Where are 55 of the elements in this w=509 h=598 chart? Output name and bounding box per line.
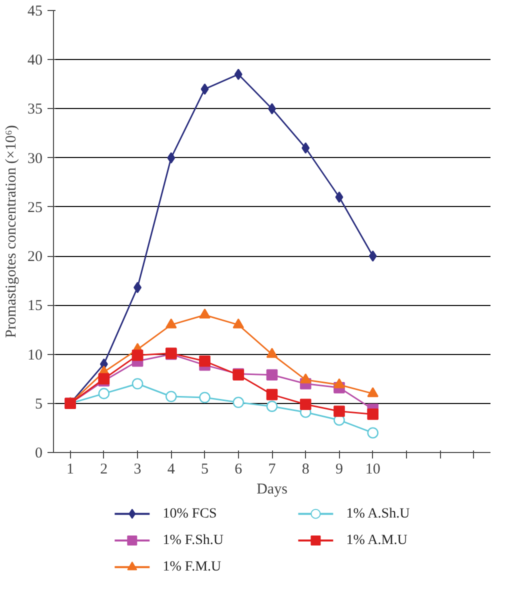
point (234, 68, 242, 80)
point (167, 152, 176, 164)
point (134, 282, 142, 294)
point (367, 387, 378, 398)
point (199, 308, 210, 319)
point (200, 83, 209, 95)
point (199, 356, 210, 367)
point (334, 406, 345, 417)
legend-label: 1% F.Sh.U (162, 533, 224, 548)
y-tick-label: 0 (35, 446, 42, 462)
y-tick-label: 35 (28, 102, 42, 118)
y-tick-label: 15 (28, 298, 42, 314)
point (367, 427, 378, 438)
point (266, 400, 278, 412)
x-tick-label: 3 (134, 462, 142, 478)
point (335, 191, 344, 203)
x-tick-label: 4 (167, 462, 176, 478)
point (166, 390, 177, 402)
x-tick-label: 7 (268, 462, 276, 478)
y-axis-title: Promastigotes concentration (×10⁶) (4, 125, 20, 338)
point (300, 398, 312, 410)
point (334, 378, 345, 388)
y-tick-label: 5 (35, 396, 42, 412)
x-tick-label: 2 (100, 462, 108, 478)
legend-label: 1% A.M.U (346, 533, 408, 548)
point (266, 348, 278, 358)
point (300, 373, 312, 384)
y-tick-label: 45 (28, 4, 42, 20)
point (266, 388, 278, 400)
y-tick-label: 20 (28, 249, 42, 266)
legend-label: 1% A.Sh.U (346, 506, 410, 522)
x-tick-label: 8 (302, 462, 310, 478)
legend-label: 1% F.M.U (162, 560, 222, 575)
point (166, 318, 177, 328)
legend-label: 10% FCS (162, 506, 217, 522)
point (199, 392, 210, 404)
x-tick-label: 1 (66, 462, 74, 478)
point (132, 378, 144, 390)
y-tick-label: 25 (28, 200, 42, 216)
y-tick-label: 40 (28, 52, 42, 69)
y-tick-label: 30 (28, 150, 42, 167)
x-tick-label: 5 (201, 462, 209, 478)
point (132, 350, 144, 361)
x-tick-label: 10 (365, 462, 380, 478)
x-axis-title: Days (256, 482, 288, 498)
point (266, 369, 278, 381)
point (232, 318, 244, 328)
point (368, 250, 377, 262)
point (232, 396, 244, 408)
point (302, 142, 310, 154)
point (98, 388, 110, 400)
point (367, 408, 378, 420)
x-tick-label: 6 (234, 462, 243, 478)
x-tick-label: 9 (335, 462, 343, 478)
y-tick-label: 10 (28, 347, 42, 364)
